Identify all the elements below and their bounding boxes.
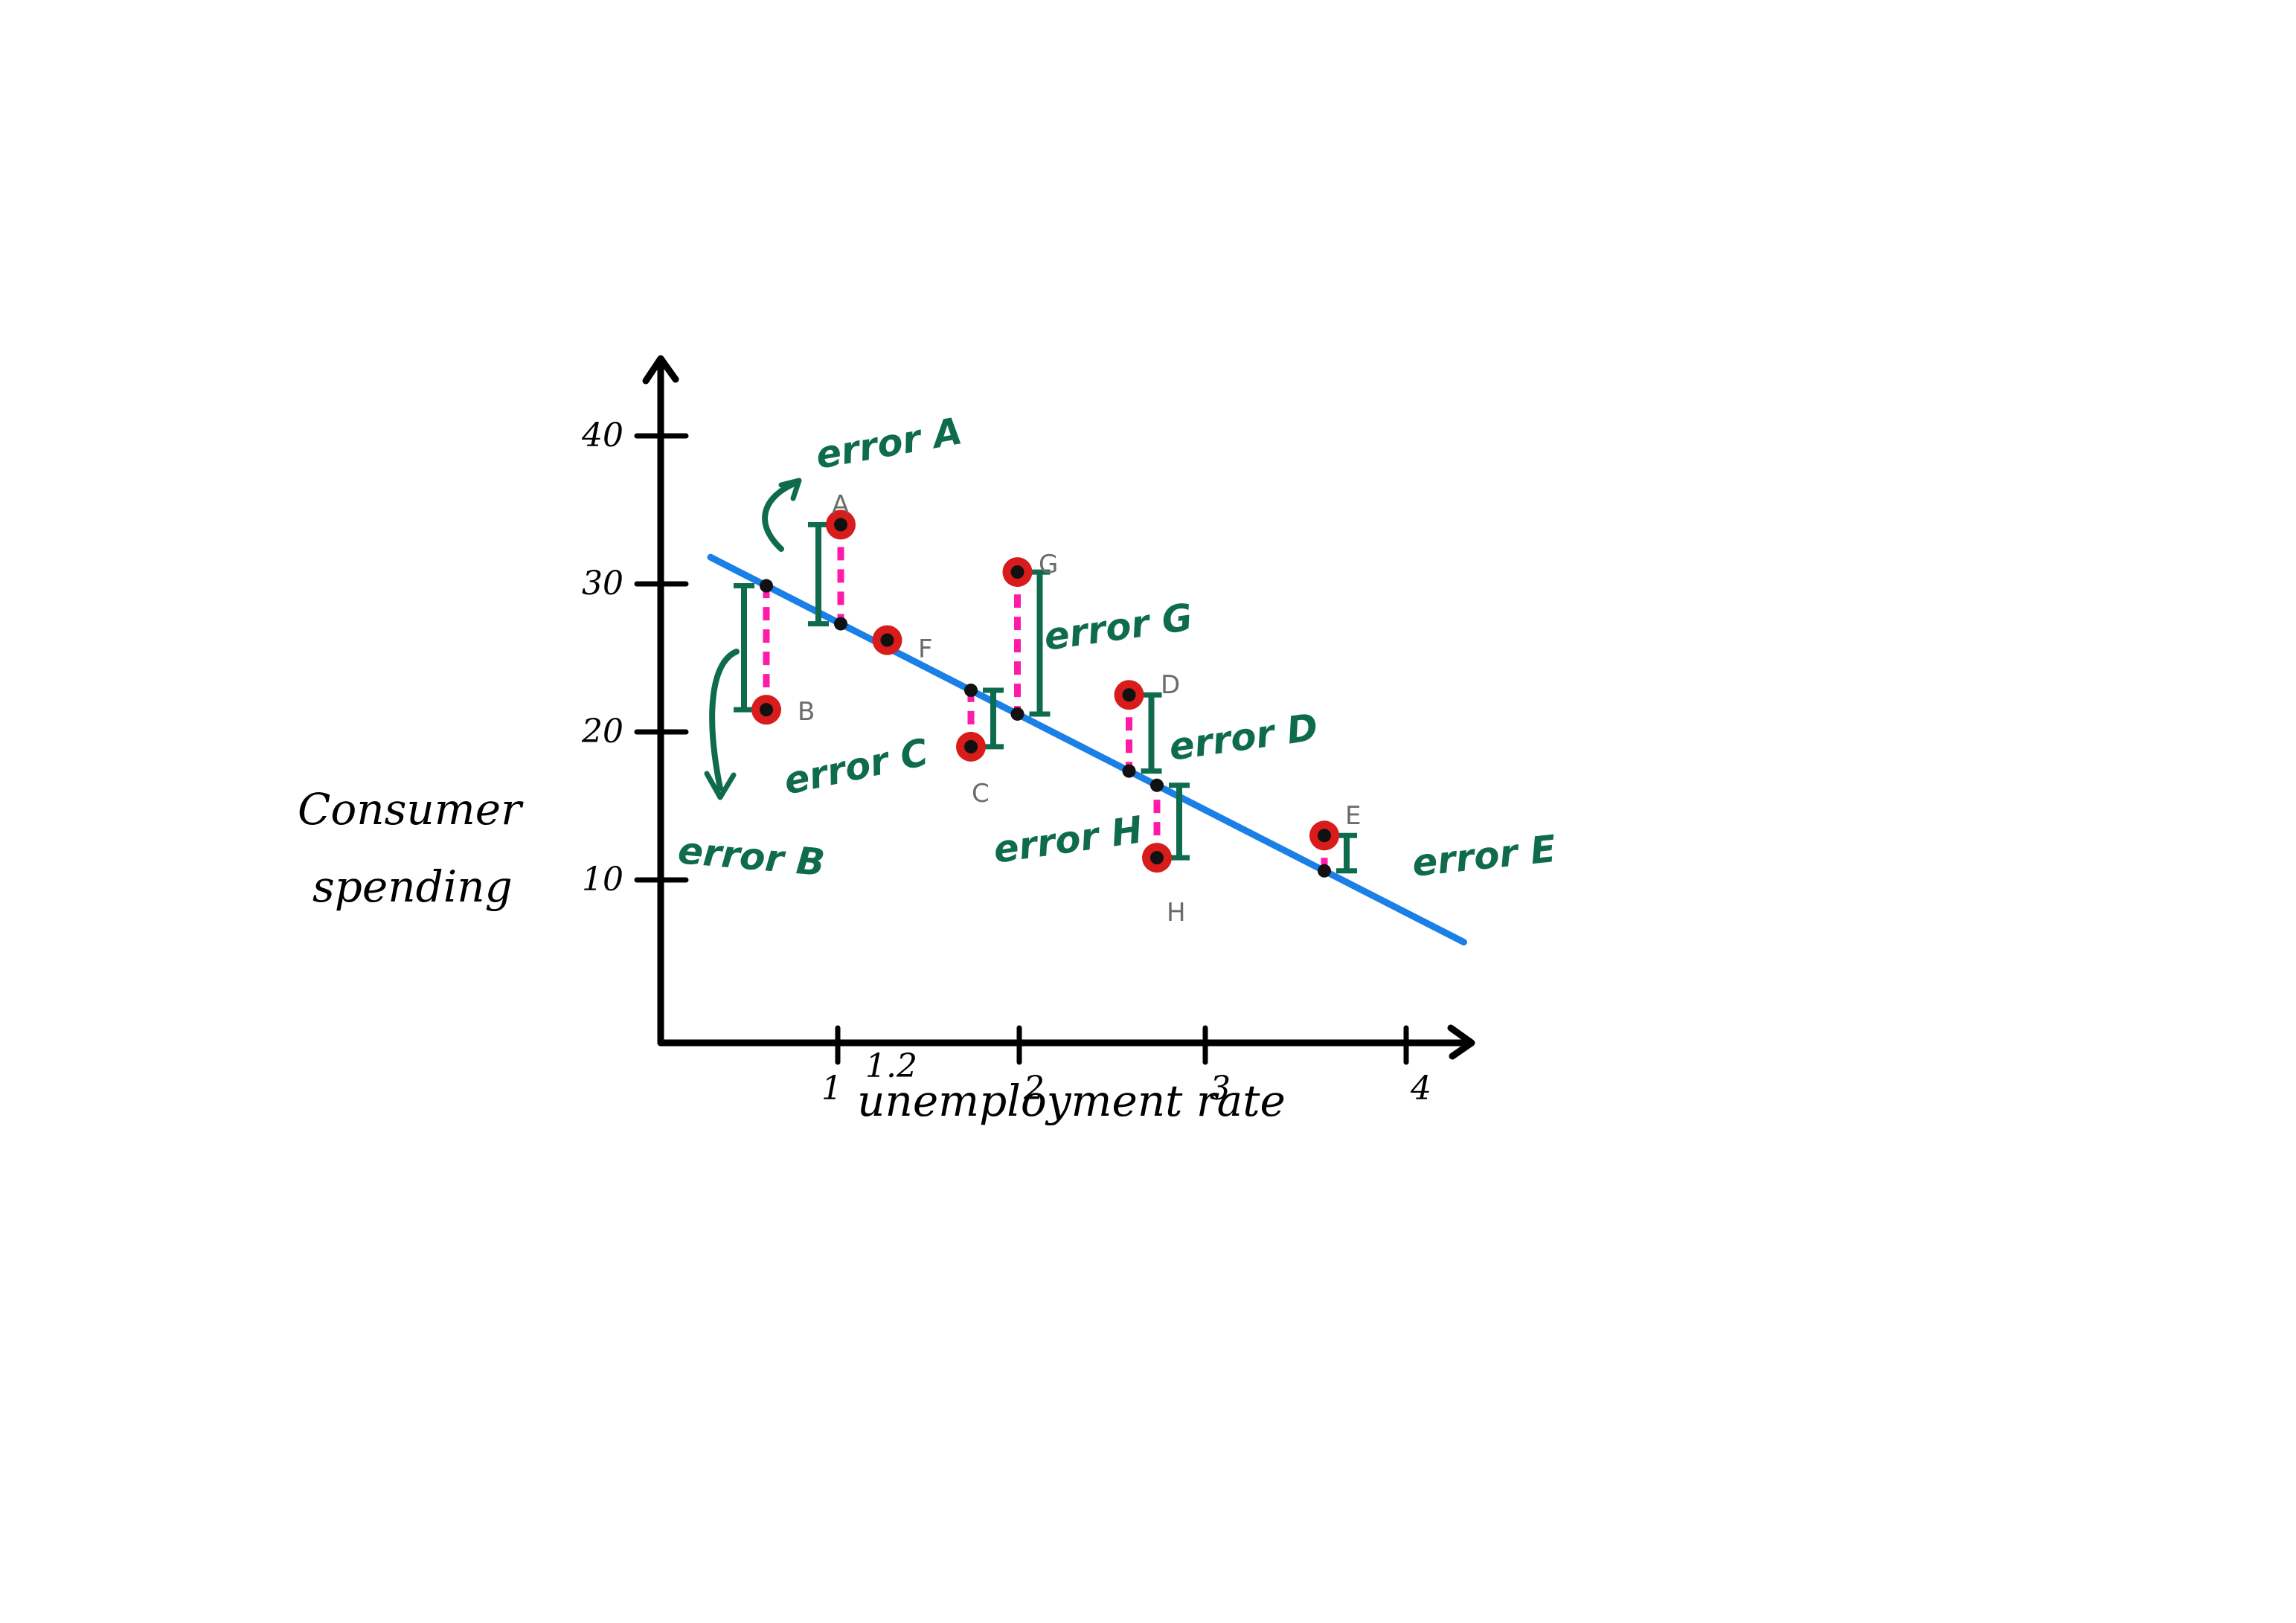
- error-bracket-G: [1029, 569, 1051, 717]
- data-point-center-H: [1150, 851, 1164, 865]
- y-tick-label: 10: [582, 861, 623, 899]
- ticks: 10 20 30 40 1 2 3 4 1.2: [581, 417, 1431, 1108]
- error-bracket-A: [808, 521, 829, 627]
- y-tick-label: 30: [582, 565, 623, 602]
- fitted-point-H: [1150, 778, 1164, 792]
- point-label-E: E: [1345, 801, 1361, 831]
- error-bracket-E: [1336, 832, 1357, 874]
- fitted-point-G: [1010, 707, 1024, 721]
- axis-labels: unemployment rate Consumer spending: [298, 784, 1286, 1126]
- x-axis-arrow-icon: [1447, 1024, 1475, 1060]
- fitted-point-E: [1318, 864, 1331, 878]
- y-axis-arrow-icon: [642, 355, 679, 385]
- x-tick-label: 2: [1023, 1070, 1045, 1108]
- data-point-center-D: [1122, 688, 1136, 702]
- point-label-C: C: [972, 779, 990, 809]
- error-bracket-D: [1141, 692, 1162, 774]
- fitted-point-D: [1122, 764, 1136, 778]
- y-tick-label: 40: [581, 417, 623, 454]
- data-point-center-F: [880, 633, 894, 647]
- data-point-center-C: [964, 739, 978, 753]
- error-bracket-B: [734, 583, 754, 713]
- fitted-point-B: [760, 579, 773, 593]
- point-label-A: A: [832, 490, 849, 520]
- error-bracket-C: [983, 687, 1004, 750]
- x-extra-tick-label: 1.2: [865, 1047, 917, 1085]
- data-point-center-G: [1010, 565, 1024, 579]
- error-bracket-H: [1169, 782, 1190, 861]
- points-layer: A B C D E F G H: [751, 490, 1361, 928]
- x-tick-label: 3: [1210, 1070, 1231, 1108]
- x-axis-label: unemployment rate: [857, 1076, 1286, 1126]
- arrow-head-error-a-icon: [778, 478, 802, 501]
- point-label-D: D: [1161, 670, 1180, 700]
- fitted-point-A: [834, 617, 847, 631]
- y-axis-label-line2: spending: [312, 861, 513, 912]
- axes: [642, 355, 1475, 1060]
- y-tick-label: 20: [581, 713, 623, 751]
- data-point-center-A: [834, 518, 847, 532]
- arrow-head-error-b-icon: [704, 771, 737, 800]
- data-point-center-B: [760, 703, 773, 717]
- arrow-error-b-icon: [709, 649, 740, 791]
- x-tick-label: 4: [1410, 1070, 1431, 1108]
- data-point-center-E: [1318, 829, 1331, 843]
- point-label-G: G: [1039, 550, 1058, 579]
- point-label-F: F: [918, 634, 933, 664]
- point-label-H: H: [1167, 898, 1186, 928]
- fitted-point-C: [964, 684, 978, 698]
- x-tick-label: 1: [821, 1070, 842, 1108]
- arrow-error-a-icon: [762, 481, 798, 552]
- y-axis-label-line1: Consumer: [298, 784, 524, 835]
- point-label-B: B: [798, 697, 815, 727]
